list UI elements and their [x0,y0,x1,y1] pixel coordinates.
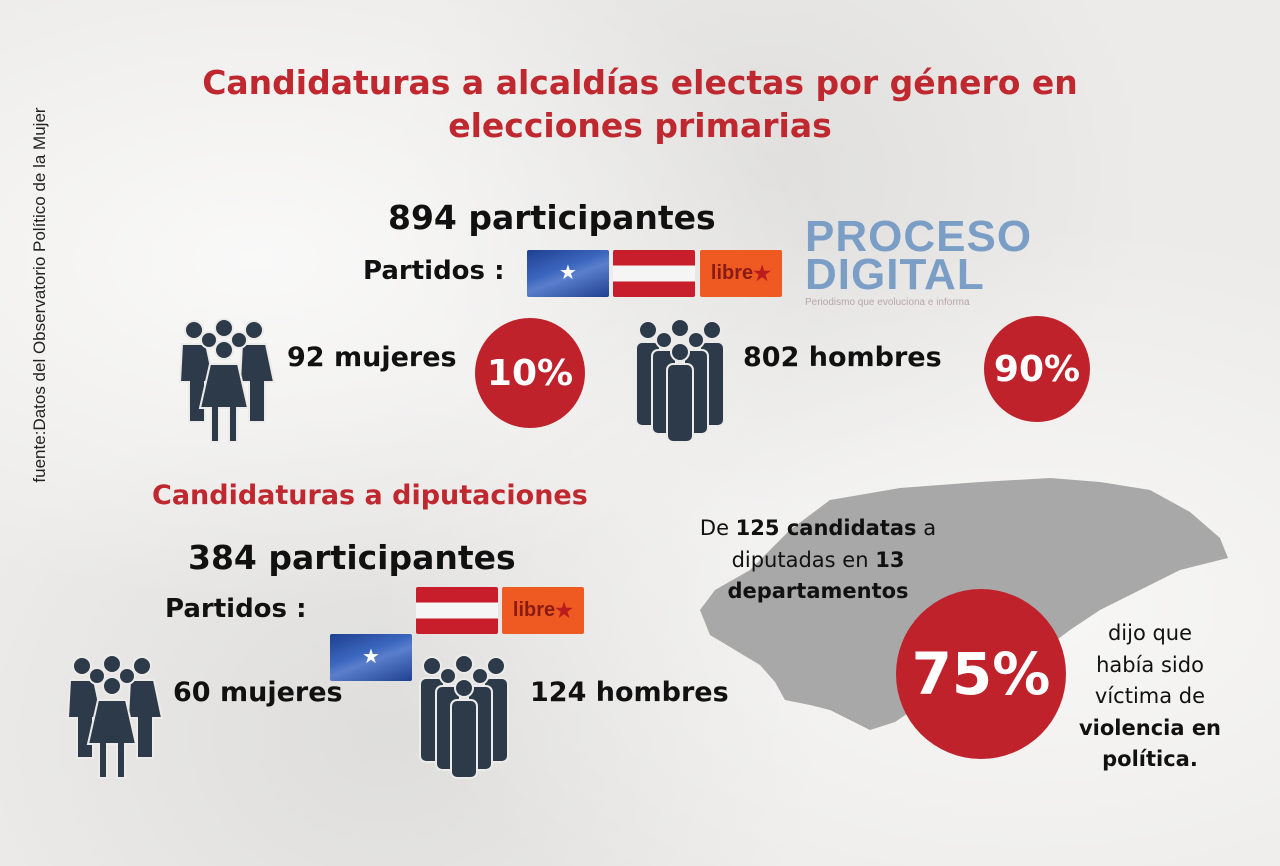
partido-libre-flag: libre ★ [700,250,782,297]
libre-flag-text: libre [512,599,556,621]
partido-libre-flag: libre ★ [502,587,584,634]
logo-line1: PROCESO [805,212,1033,261]
violence-percent-badge: 75% [896,589,1066,759]
map-text-bold: departamentos [727,579,909,603]
violence-text-line: dijo que [1107,621,1193,645]
logo-tagline: Periodismo que evoluciona e informa [805,297,970,308]
diputaciones-mujeres: 60 mujeres [173,677,343,708]
map-stat-description: De 125 candidatas a diputadas en 13 depa… [678,513,958,608]
violence-text-line: víctima de [1094,684,1206,708]
alcaldias-total: 894 participantes [388,198,716,237]
violence-text-bold: política. [1102,747,1198,771]
mujeres-percent-badge: 10% [475,318,585,428]
diputaciones-partidos-label: Partidos : [165,594,307,624]
partido-liberal-flag [613,250,695,297]
partido-liberal-flag [416,587,498,634]
partido-nacional-flag: ★ [527,250,609,297]
diputaciones-total: 384 participantes [188,538,516,577]
men-group-icon [635,318,725,443]
logo-line2: DIGITAL [805,250,985,299]
violence-description: dijo que había sido víctima de violencia… [1060,618,1240,776]
libre-flag-text: libre [710,262,754,284]
violence-text-bold: violencia en [1078,715,1222,740]
map-text-part: diputadas en [731,547,876,572]
map-text-part: De [699,516,736,540]
men-group-icon [419,654,509,779]
alcaldias-partidos-label: Partidos : [363,256,505,286]
women-group-icon [66,654,164,779]
hombres-percent-badge: 90% [984,316,1090,422]
source-text: fuente:Datos del Observatorio Político d… [30,107,49,483]
proceso-digital-logo: PROCESO DIGITAL Periodismo que evolucion… [805,212,1045,309]
map-text-bold: 13 [875,547,905,572]
map-text-part: a [916,516,937,540]
violence-text-line: había sido [1096,652,1204,677]
partido-nacional-flag: ★ [330,634,412,681]
women-group-icon [178,318,276,443]
source-note: fuente:Datos del Observatorio Político d… [20,70,60,520]
alcaldias-mujeres: 92 mujeres [287,342,457,373]
page-title: Candidaturas a alcaldías electas por gén… [202,63,1078,145]
diputaciones-subtitle: Candidaturas a diputaciones [152,480,588,511]
alcaldias-hombres: 802 hombres [743,342,942,373]
map-text-bold: 125 candidatas [735,516,917,540]
diputaciones-hombres: 124 hombres [530,677,729,708]
